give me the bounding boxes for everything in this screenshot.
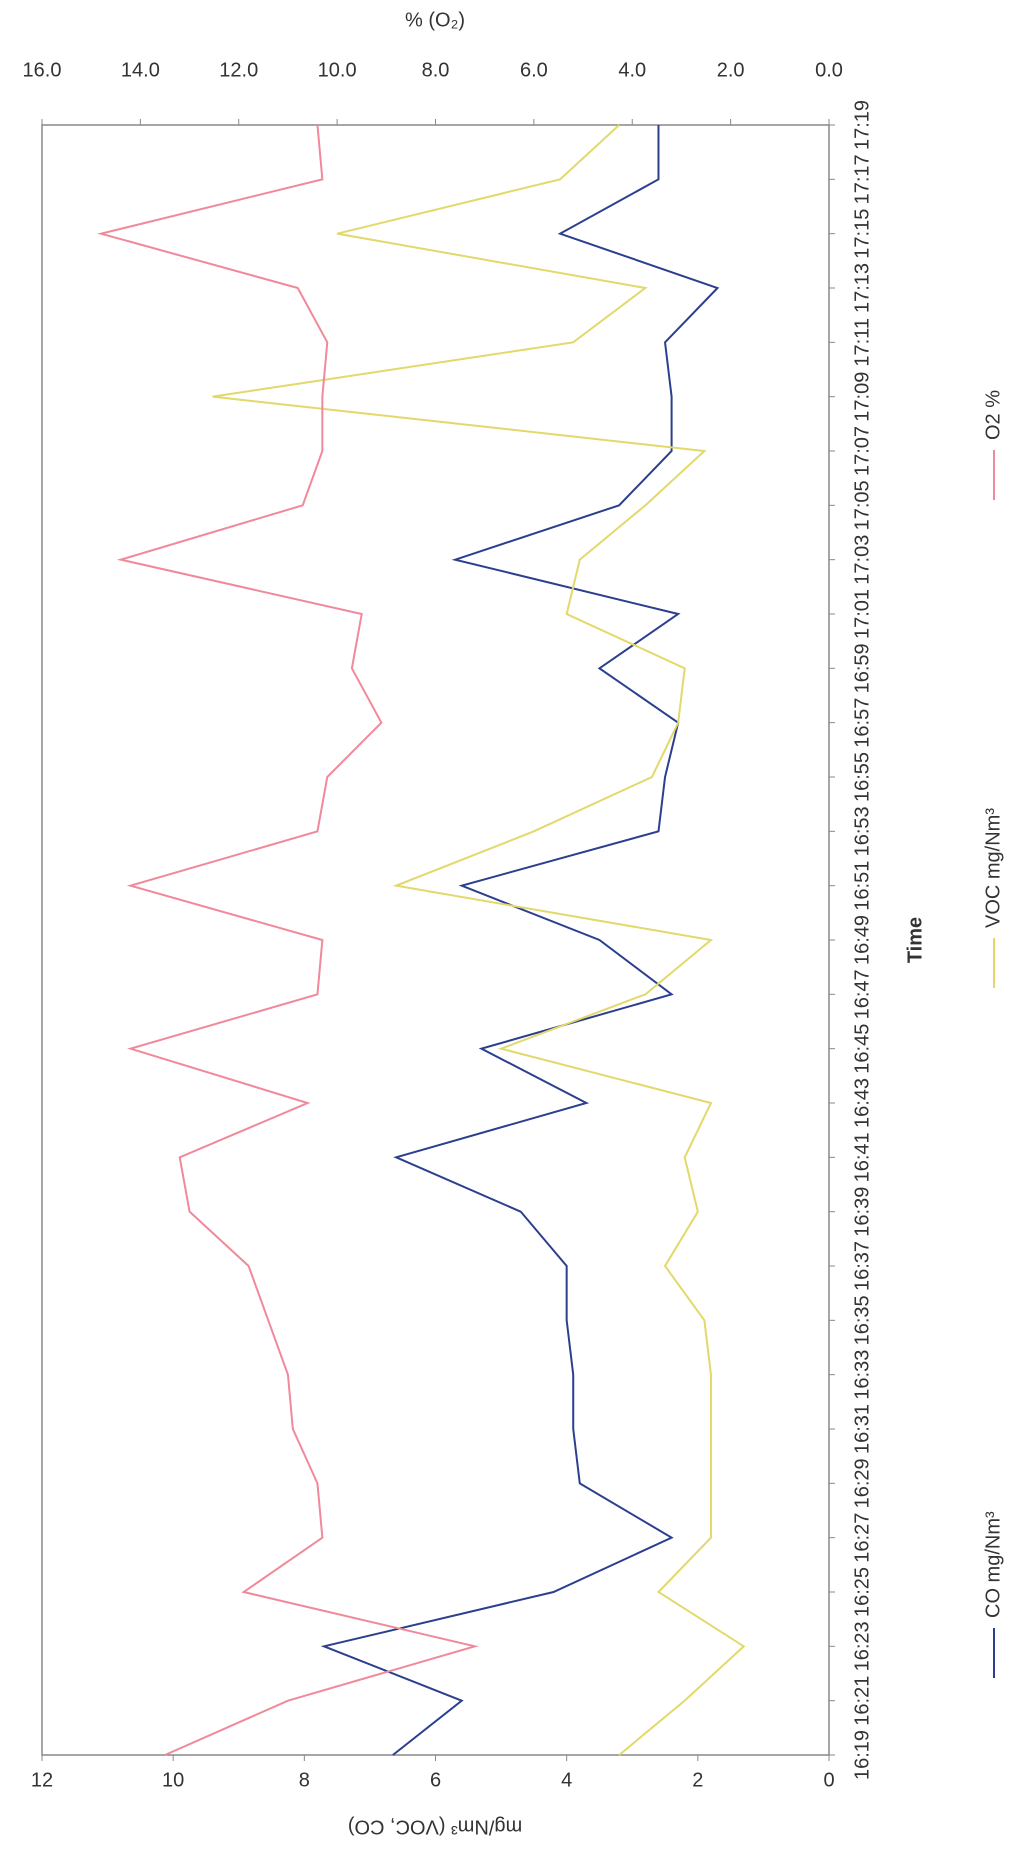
x-tick-label: 16:53 <box>851 806 873 856</box>
y2-tick-label: 12.0 <box>219 59 258 81</box>
x-tick-label: 16:25 <box>851 1567 873 1617</box>
x-tick-label: 16:41 <box>851 1132 873 1182</box>
x-tick-label: 16:19 <box>851 1730 873 1780</box>
x-tick-label: 16:59 <box>851 643 873 693</box>
series-line <box>320 125 720 1756</box>
x-tick-label: 16:29 <box>851 1458 873 1508</box>
y-tick-label: 4 <box>561 1769 572 1791</box>
x-tick-label: 16:57 <box>851 698 873 748</box>
y-axis-title: mg/Nm³ (VOC, CO) <box>348 1816 522 1838</box>
x-tick-label: 16:21 <box>851 1676 873 1726</box>
x-tick-label: 17:07 <box>851 426 873 476</box>
x-tick-label: 17:09 <box>851 372 873 422</box>
rotated-chart: Time mg/Nm³ (VOC, CO) % (O₂) 0 2 4 6 8 10 12 0.… <box>23 9 1005 1837</box>
x-tick-label: 16:49 <box>851 915 873 965</box>
y2-tick-label: 14.0 <box>121 59 160 81</box>
x-tick-label: 16:27 <box>851 1513 873 1563</box>
x-axis-title: Time <box>904 917 926 963</box>
x-tick-label: 17:15 <box>851 209 873 259</box>
x-tick-label: 16:51 <box>851 861 873 911</box>
x-tick-label: 16:37 <box>851 1241 873 1291</box>
y-tick-label: 0 <box>823 1769 834 1791</box>
legend-label: CO mg/Nm³ <box>982 1511 1004 1618</box>
y2-tick-label: 10.0 <box>318 59 357 81</box>
x-tick-label: 17:17 <box>851 154 873 204</box>
x-tick-label: 17:13 <box>851 263 873 313</box>
y2-tick-label: 6.0 <box>520 59 548 81</box>
y2-tick-label: 0.0 <box>815 59 843 81</box>
y2-tick-label: 16.0 <box>23 59 62 81</box>
y-tick-label: 6 <box>430 1769 441 1791</box>
x-tick-label: 16:23 <box>851 1621 873 1671</box>
x-tick-label: 17:01 <box>851 589 873 639</box>
x-tick-label: 17:05 <box>851 480 873 530</box>
x-tick-label: 17:11 <box>851 318 873 367</box>
y-tick-label: 10 <box>162 1769 184 1791</box>
x-tick-label: 16:43 <box>851 1078 873 1128</box>
x-tick-label: 16:31 <box>851 1404 873 1454</box>
series-line <box>212 124 746 1756</box>
x-tick-label: 16:45 <box>851 1024 873 1074</box>
x-tick-label: 16:39 <box>851 1187 873 1237</box>
y2-axis-title: % (O₂) <box>405 9 465 31</box>
y2-tick-label: 8.0 <box>422 59 450 81</box>
y-tick-label: 12 <box>31 1769 53 1791</box>
series-line <box>97 124 479 1756</box>
x-tick-label: 17:03 <box>851 535 873 585</box>
y2-tick-label: 2.0 <box>717 59 745 81</box>
legend-label: VOC mg/Nm³ <box>982 808 1004 928</box>
x-tick-label: 16:33 <box>851 1350 873 1400</box>
x-tick-label: 16:55 <box>851 752 873 802</box>
legend-label: O2 % <box>982 390 1004 440</box>
y2-tick-label: 4.0 <box>618 59 646 81</box>
y-tick-label: 2 <box>692 1769 703 1791</box>
y-tick-label: 8 <box>299 1769 310 1791</box>
x-tick-label: 17:19 <box>851 100 873 150</box>
x-tick-label: 16:47 <box>851 969 873 1019</box>
x-tick-label: 16:35 <box>851 1295 873 1345</box>
